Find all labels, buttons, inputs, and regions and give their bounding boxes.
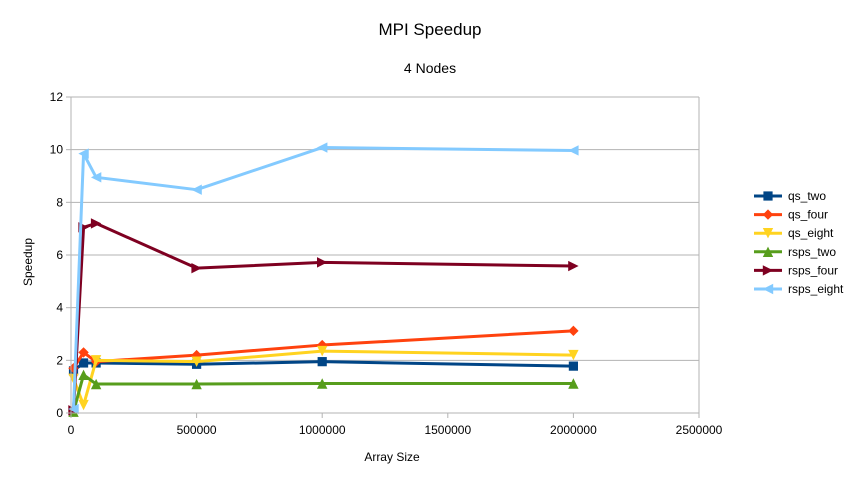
series-layer (68, 142, 579, 417)
data-point (317, 257, 328, 268)
x-axis-title: Array Size (364, 450, 420, 464)
legend-marker (763, 191, 773, 201)
legend-marker (762, 246, 774, 257)
legend-label: rsps_two (788, 245, 836, 259)
data-point (317, 357, 327, 367)
data-point (191, 356, 202, 367)
data-point (568, 260, 579, 272)
chart-title: MPI Speedup (378, 20, 481, 39)
data-point (78, 399, 89, 411)
legend-label: rsps_eight (788, 282, 844, 296)
data-point (317, 345, 328, 357)
series-line (72, 146, 575, 411)
chart-subtitle: 4 Nodes (404, 60, 456, 76)
x-tick-label: 1500000 (424, 423, 471, 437)
legend-marker (762, 209, 774, 220)
series-qs_eight (68, 345, 579, 411)
legend-item: rsps_two (754, 245, 836, 259)
data-point (568, 145, 579, 156)
legend-item: rsps_four (754, 263, 838, 277)
data-point (90, 172, 102, 183)
data-point (191, 378, 202, 390)
x-tick-label: 1000000 (299, 423, 346, 437)
y-tick-label: 4 (56, 301, 63, 315)
y-axis-title: Speedup (21, 238, 35, 286)
series-line (72, 221, 575, 412)
y-tick-label: 2 (56, 353, 63, 367)
data-point (78, 369, 89, 381)
legend-label: rsps_four (788, 263, 838, 277)
y-tick-label: 10 (50, 143, 64, 157)
series-rsps_two (68, 369, 579, 417)
legend-item: qs_four (754, 208, 828, 222)
legend-label: qs_eight (788, 226, 834, 240)
legend-marker (762, 228, 774, 239)
x-tick-label: 500000 (177, 423, 217, 437)
data-point (78, 148, 89, 159)
data-point (317, 378, 328, 389)
data-point (568, 325, 579, 337)
data-point (317, 142, 328, 153)
data-point (568, 361, 578, 371)
data-point (90, 355, 102, 366)
data-point (78, 358, 89, 368)
legend-item: qs_two (754, 189, 826, 203)
legend-label: qs_four (788, 208, 828, 222)
y-tick-label: 0 (56, 406, 63, 420)
data-point (90, 378, 102, 390)
data-point (68, 403, 79, 415)
x-tick-label: 2500000 (676, 423, 723, 437)
legend: qs_two qs_four qs_eight rsps_two rsps_fourrs… (754, 189, 844, 296)
y-tick-label: 8 (56, 195, 63, 209)
x-tick-label: 2000000 (550, 423, 597, 437)
data-point (90, 218, 102, 229)
legend-marker (762, 265, 774, 276)
series-rsps_eight (68, 142, 579, 415)
data-point (568, 349, 579, 361)
data-point (78, 347, 89, 358)
legend-marker (762, 283, 774, 295)
y-tick-label: 12 (50, 90, 64, 104)
data-point (191, 184, 202, 195)
series-line (72, 373, 575, 414)
x-tick-label: 0 (68, 423, 75, 437)
y-tick-label: 6 (56, 248, 63, 262)
data-point (568, 378, 579, 389)
legend-label: qs_two (788, 189, 826, 203)
legend-item: qs_eight (754, 226, 834, 240)
legend-item: rsps_eight (754, 282, 844, 296)
axis-layer: 0 2 4 6 8 10 12 0 500000 1000000 1500000 2000000 250… (50, 90, 723, 437)
data-point (191, 262, 202, 274)
